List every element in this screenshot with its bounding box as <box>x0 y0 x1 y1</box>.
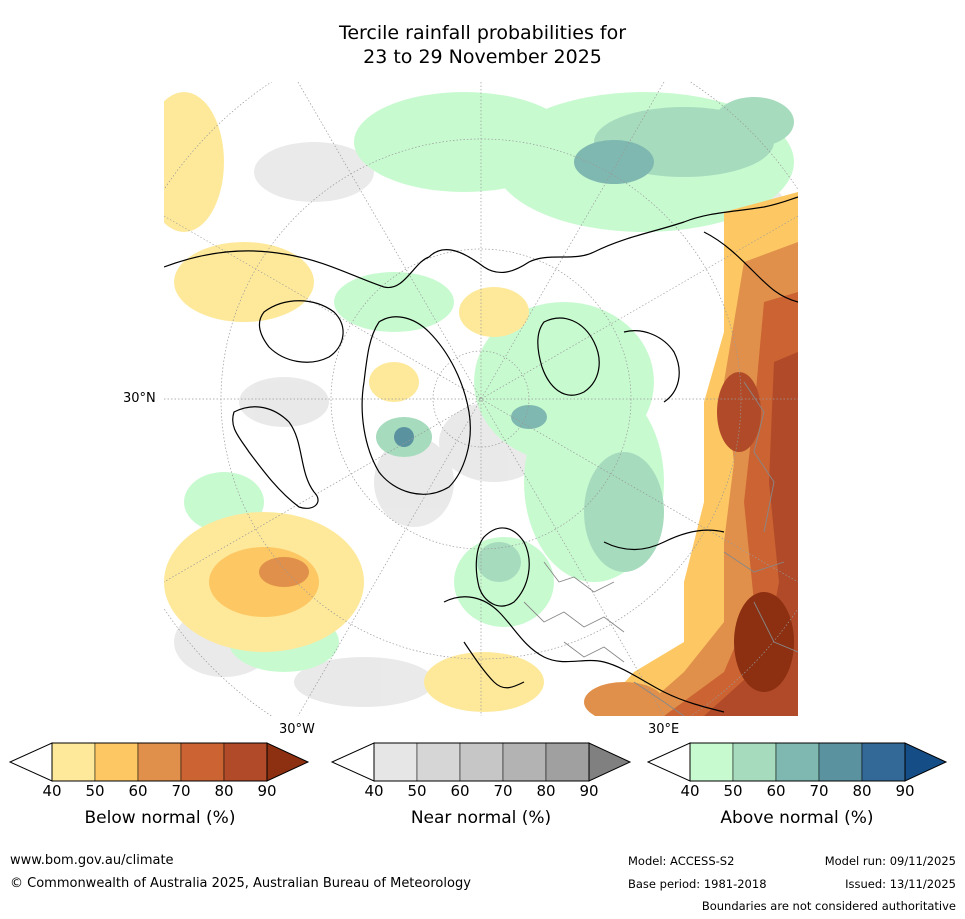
colorbar-below-normal <box>8 742 310 782</box>
longitude-label-30e: 30°E <box>648 722 680 737</box>
model-name: Model: ACCESS-S2 <box>628 854 735 868</box>
near-tick-70: 70 <box>493 782 513 800</box>
near-normal-label: Near normal (%) <box>410 808 552 828</box>
above-tick-50: 50 <box>723 782 743 800</box>
latitude-label-30n: 30°N <box>123 391 156 406</box>
below-tick-70: 70 <box>171 782 191 800</box>
probability-map <box>164 82 798 716</box>
coastlines <box>164 196 798 713</box>
above-tick-40: 40 <box>680 782 700 800</box>
below-tick-80: 80 <box>214 782 234 800</box>
below-tick-40: 40 <box>42 782 62 800</box>
issued-date: Issued: 13/11/2025 <box>845 877 956 891</box>
below-tick-60: 60 <box>128 782 148 800</box>
colorbar-near-normal <box>330 742 632 782</box>
above-tick-80: 80 <box>852 782 872 800</box>
longitude-label-30w: 30°W <box>279 722 315 737</box>
model-run-date: Model run: 09/11/2025 <box>824 854 956 868</box>
map-title: Tercile rainfall probabilities for 23 to… <box>0 21 965 69</box>
above-normal-label: Above normal (%) <box>720 808 874 828</box>
near-tick-80: 80 <box>536 782 556 800</box>
copyright-text: © Commonwealth of Australia 2025, Austra… <box>10 876 471 891</box>
title-line-1: Tercile rainfall probabilities for <box>338 22 627 44</box>
below-normal-label: Below normal (%) <box>84 808 236 828</box>
near-tick-60: 60 <box>450 782 470 800</box>
colorbar-above-normal-swatches <box>646 742 948 782</box>
near-tick-40: 40 <box>364 782 384 800</box>
below-normal-shading <box>164 92 798 716</box>
title-line-2: 23 to 29 November 2025 <box>363 46 602 68</box>
colorbar-below-normal-swatches <box>8 742 310 782</box>
colorbar-near-normal-swatches <box>330 742 632 782</box>
website-link[interactable]: www.bom.gov.au/climate <box>10 853 174 868</box>
base-period: Base period: 1981-2018 <box>628 877 767 891</box>
country-borders <box>523 381 798 716</box>
above-tick-70: 70 <box>809 782 829 800</box>
map-canvas <box>164 82 798 716</box>
boundaries-disclaimer: Boundaries are not considered authoritat… <box>701 899 956 913</box>
above-tick-60: 60 <box>766 782 786 800</box>
above-tick-90: 90 <box>895 782 915 800</box>
graticule <box>164 82 798 716</box>
near-tick-50: 50 <box>407 782 427 800</box>
below-tick-90: 90 <box>257 782 277 800</box>
colorbar-above-normal <box>646 742 948 782</box>
below-tick-50: 50 <box>85 782 105 800</box>
near-tick-90: 90 <box>579 782 599 800</box>
